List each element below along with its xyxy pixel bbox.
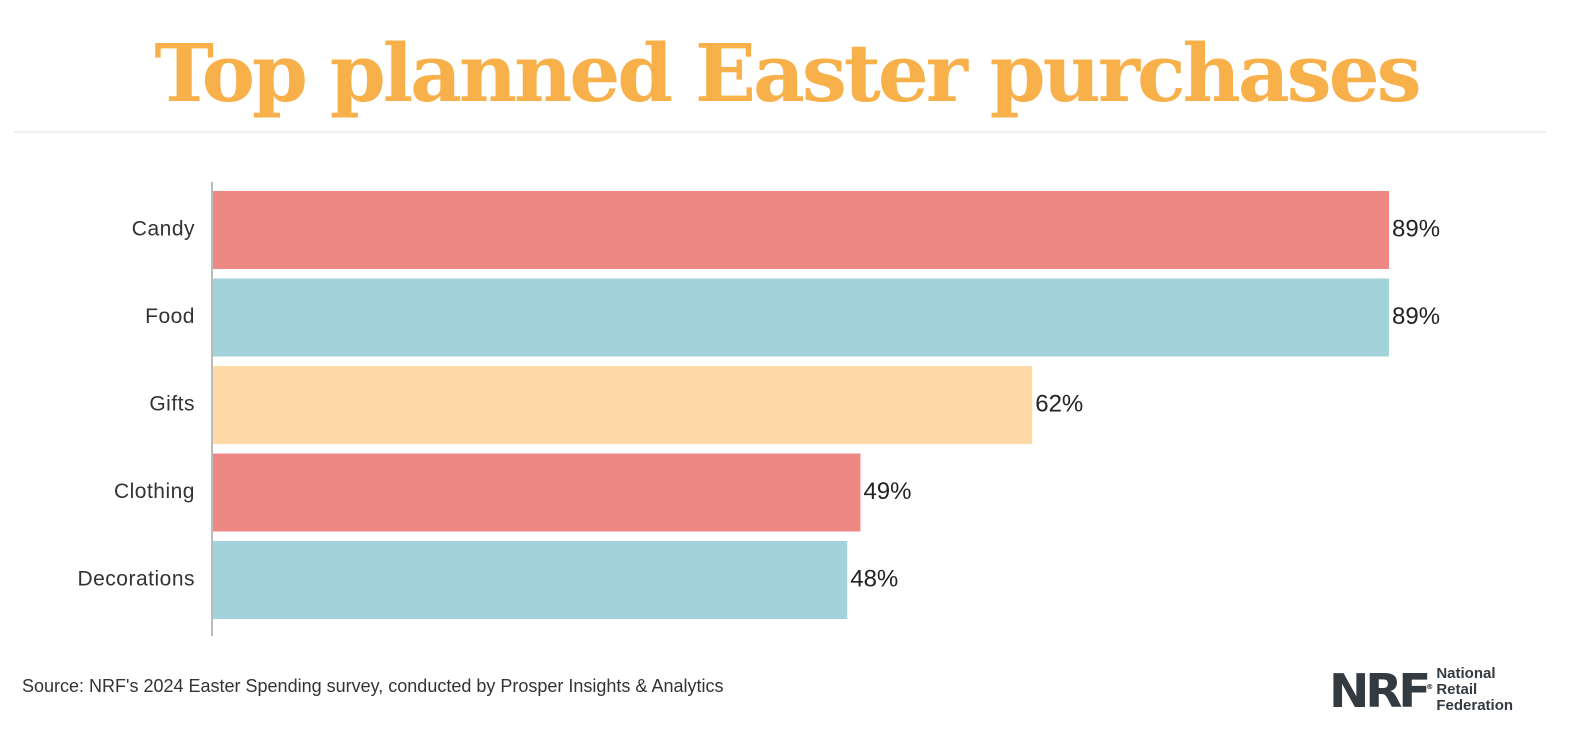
category-label-candy: Candy: [132, 218, 195, 241]
nrf-logo-mark: NRF ®: [1329, 664, 1433, 718]
value-label-clothing: 49%: [863, 478, 911, 505]
chart-title: Top planned Easter purchases: [154, 26, 1421, 120]
value-label-food: 89%: [1392, 303, 1440, 330]
value-label-gifts: 62%: [1035, 390, 1083, 417]
bar-clothing: [213, 453, 861, 532]
nrf-logo-words: National Retail Federation: [1436, 666, 1513, 714]
bar-chart: Candy 89% Food 89% Gifts 62% Clothing 49% Decora…: [77, 182, 1440, 636]
nrf-logo: NRF ® National Retail Federation: [1329, 664, 1513, 718]
bar-gifts: [213, 366, 1033, 444]
value-label-candy: 89%: [1392, 215, 1440, 242]
value-label-decorations: 48%: [850, 565, 898, 592]
category-label-gifts: Gifts: [149, 393, 195, 416]
logo-word-3: Federation: [1436, 697, 1514, 714]
bar-food: [213, 278, 1389, 357]
title-divider: [14, 131, 1546, 133]
category-label-clothing: Clothing: [114, 480, 195, 503]
nrf-logo-letters: NRF: [1329, 664, 1431, 718]
bar-candy: [213, 191, 1389, 269]
bar-decorations: [213, 541, 848, 619]
registered-mark: ®: [1425, 683, 1434, 691]
bars-group: Candy 89% Food 89% Gifts 62% Clothing 49% Decora…: [77, 191, 1440, 619]
source-note: Source: NRF's 2024 Easter Spending surve…: [22, 676, 724, 696]
logo-word-2: Retail: [1436, 681, 1478, 698]
category-label-decorations: Decorations: [77, 568, 195, 591]
category-label-food: Food: [145, 305, 195, 328]
logo-word-1: National: [1436, 665, 1496, 682]
